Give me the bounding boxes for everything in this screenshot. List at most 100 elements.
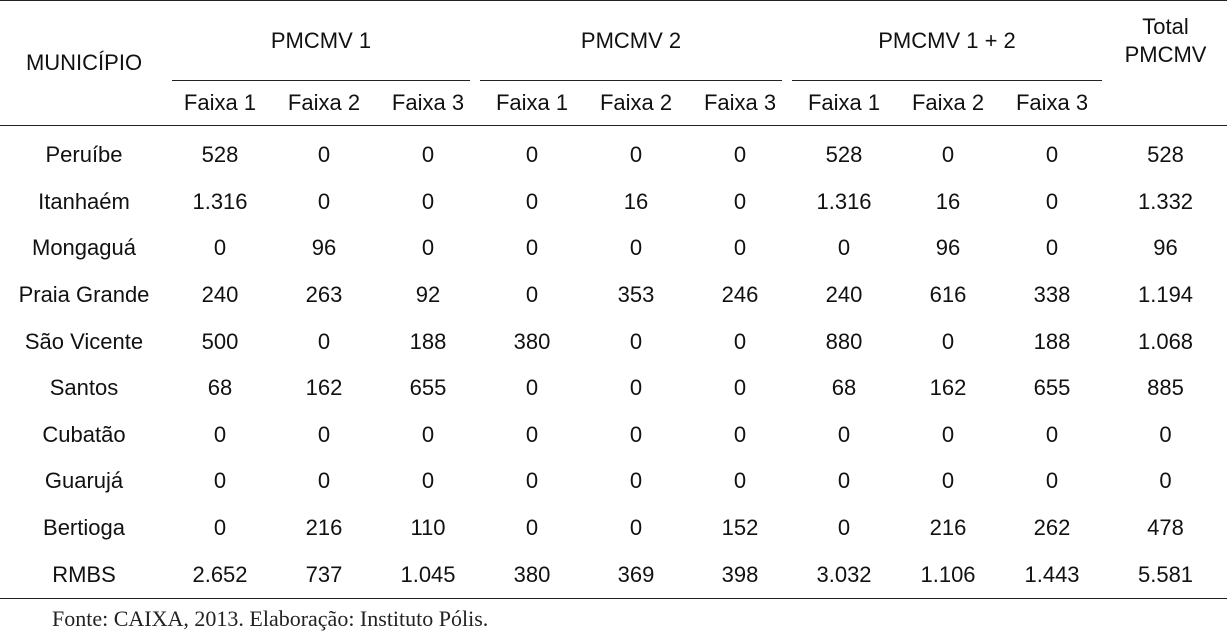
cell-municipio: Praia Grande bbox=[18, 282, 150, 308]
cell-value: 0 bbox=[941, 328, 955, 354]
cell-value: 1.316 bbox=[192, 188, 248, 214]
cell-municipio: Cubatão bbox=[42, 421, 126, 447]
cell-value: 1.316 bbox=[816, 188, 872, 214]
table-row: Praia Grande 240 263 92 0 353 246 240 61… bbox=[0, 272, 1227, 319]
cell-value: 0 bbox=[1045, 235, 1059, 261]
cell-value: 0 bbox=[837, 468, 851, 494]
cell-value: 0 bbox=[213, 515, 227, 541]
header-group-pmcmv1-label: PMCMV 1 bbox=[270, 28, 372, 53]
cell-value: 0 bbox=[213, 468, 227, 494]
cell-value: 263 bbox=[305, 282, 343, 308]
cell-municipio: Bertioga bbox=[43, 515, 125, 541]
table-row: São Vicente 500 0 188 380 0 0 880 0 188 … bbox=[0, 318, 1227, 365]
cell-value: 0 bbox=[1045, 468, 1059, 494]
cell-value: 369 bbox=[584, 551, 689, 599]
cell-total: 528 bbox=[1147, 142, 1184, 168]
cell-value: 0 bbox=[941, 421, 955, 447]
cell-value: 380 bbox=[513, 328, 551, 354]
cell-value: 0 bbox=[421, 142, 435, 168]
cell-value: 0 bbox=[733, 235, 747, 261]
cell-municipio: São Vicente bbox=[24, 328, 144, 354]
cell-value: 0 bbox=[733, 421, 747, 447]
header-group-pmcmv12: PMCMV 1 + 2 bbox=[792, 0, 1105, 81]
cell-value: 0 bbox=[525, 421, 539, 447]
cell-value: 0 bbox=[317, 328, 331, 354]
cell-value: 16 bbox=[623, 188, 649, 214]
pmcmv-table-container: MUNICÍPIO PMCMV 1 PMCMV 2 PMCMV 1 + 2 bbox=[0, 0, 1227, 599]
cell-value: 0 bbox=[317, 468, 331, 494]
cell-value: 162 bbox=[929, 375, 967, 401]
cell-total: 1.332 bbox=[1137, 188, 1194, 214]
header-group-pmcmv1: PMCMV 1 bbox=[168, 0, 481, 81]
header-faixa: Faixa 2 bbox=[584, 81, 689, 126]
cell-value: 0 bbox=[629, 515, 643, 541]
table-row: Cubatão 0 0 0 0 0 0 0 0 0 0 bbox=[0, 412, 1227, 459]
cell-value: 246 bbox=[721, 282, 759, 308]
cell-value: 0 bbox=[525, 515, 539, 541]
cell-municipio: Peruíbe bbox=[45, 142, 123, 168]
cell-value: 0 bbox=[1045, 421, 1059, 447]
cell-value: 188 bbox=[409, 328, 447, 354]
header-group-pmcmv12-label: PMCMV 1 + 2 bbox=[878, 28, 1016, 53]
cell-total: 96 bbox=[1153, 235, 1178, 261]
header-faixa: Faixa 1 bbox=[168, 81, 272, 126]
header-row-faixas: Faixa 1 Faixa 2 Faixa 3 Faixa 1 Faixa 2 … bbox=[0, 81, 1227, 126]
cell-value: 0 bbox=[629, 235, 643, 261]
cell-value: 0 bbox=[1045, 142, 1059, 168]
cell-value: 1.443 bbox=[1000, 551, 1105, 599]
cell-value: 338 bbox=[1033, 282, 1071, 308]
cell-value: 0 bbox=[1045, 188, 1059, 214]
cell-value: 353 bbox=[617, 282, 655, 308]
cell-value: 0 bbox=[213, 235, 227, 261]
cell-value: 0 bbox=[525, 188, 539, 214]
cell-total: 0 bbox=[1159, 468, 1172, 494]
header-group-pmcmv2: PMCMV 2 bbox=[480, 0, 793, 81]
table-header: MUNICÍPIO PMCMV 1 PMCMV 2 PMCMV 1 + 2 bbox=[0, 0, 1227, 126]
cell-value: 240 bbox=[201, 282, 239, 308]
header-faixa: Faixa 3 bbox=[376, 81, 481, 126]
cell-value: 0 bbox=[629, 142, 643, 168]
cell-value: 0 bbox=[629, 375, 643, 401]
header-faixa: Faixa 1 bbox=[792, 81, 897, 126]
cell-value: 68 bbox=[207, 375, 233, 401]
cell-total: 1.194 bbox=[1137, 282, 1194, 308]
table-body: Peruíbe 528 0 0 0 0 0 528 0 0 528 Itanha… bbox=[0, 126, 1227, 599]
cell-value: 0 bbox=[213, 421, 227, 447]
table-row: Peruíbe 528 0 0 0 0 0 528 0 0 528 bbox=[0, 126, 1227, 179]
cell-total: 1.068 bbox=[1137, 328, 1194, 354]
cell-value: 655 bbox=[409, 375, 447, 401]
header-group-pmcmv2-label: PMCMV 2 bbox=[580, 28, 682, 53]
cell-value: 616 bbox=[929, 282, 967, 308]
cell-municipio: Santos bbox=[49, 375, 119, 401]
cell-value: 880 bbox=[825, 328, 863, 354]
cell-value: 0 bbox=[525, 375, 539, 401]
cell-value: 0 bbox=[837, 421, 851, 447]
cell-value: 2.652 bbox=[168, 551, 272, 599]
cell-total: 5.581 bbox=[1104, 551, 1227, 599]
cell-value: 380 bbox=[480, 551, 585, 599]
cell-value: 92 bbox=[415, 282, 441, 308]
cell-value: 0 bbox=[837, 235, 851, 261]
cell-value: 0 bbox=[733, 375, 747, 401]
cell-value: 0 bbox=[421, 235, 435, 261]
cell-municipio: Itanhaém bbox=[38, 188, 130, 214]
header-municipio: MUNICÍPIO bbox=[0, 0, 168, 126]
cell-value: 0 bbox=[733, 328, 747, 354]
cell-value: 0 bbox=[941, 468, 955, 494]
cell-value: 528 bbox=[825, 142, 863, 168]
header-faixa: Faixa 3 bbox=[688, 81, 793, 126]
cell-value: 0 bbox=[941, 142, 955, 168]
cell-value: 96 bbox=[311, 235, 337, 261]
cell-value: 240 bbox=[825, 282, 863, 308]
cell-value: 110 bbox=[410, 515, 446, 541]
cell-value: 216 bbox=[929, 515, 967, 541]
cell-value: 162 bbox=[305, 375, 343, 401]
cell-value: 0 bbox=[629, 421, 643, 447]
cell-value: 152 bbox=[721, 515, 759, 541]
cell-value: 188 bbox=[1033, 328, 1071, 354]
cell-value: 16 bbox=[935, 188, 961, 214]
cell-municipio: Mongaguá bbox=[32, 235, 136, 261]
cell-value: 68 bbox=[831, 375, 857, 401]
table-row: Bertioga 0 216 110 0 0 152 0 216 262 478 bbox=[0, 505, 1227, 552]
table-row-total: RMBS 2.652 737 1.045 380 369 398 3.032 1… bbox=[0, 551, 1227, 599]
